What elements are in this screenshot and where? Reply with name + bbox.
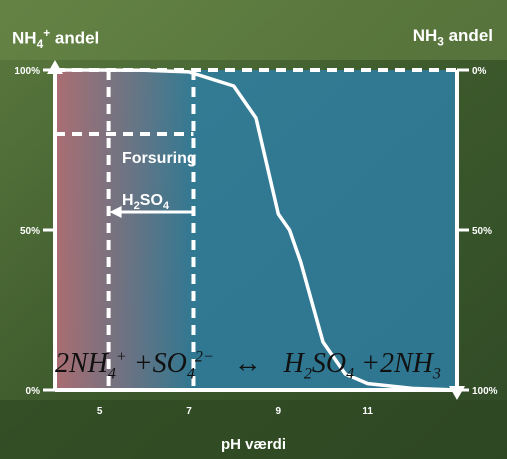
left-axis-label: NH4+ andel [12,26,100,52]
left-tick-label-1: 50% [20,226,40,237]
right-axis-label: NH3 andel [412,26,493,49]
acid-label: H2SO4 [122,192,170,213]
right-tick-label-2: 0% [472,66,487,77]
field-strip-bottom [0,400,507,459]
field-strip-top [0,0,507,60]
x-axis-label: pH værdi [220,436,286,453]
left-tick-label-0: 0% [26,386,41,397]
acidification-arrow-head [109,206,122,218]
right-tick-label-0: 100% [472,386,498,397]
nh4-fraction-curve [55,68,458,392]
x-tick-label-7: 7 [186,406,192,417]
x-tick-label-5: 5 [97,406,103,417]
x-tick-label-9: 9 [276,406,282,417]
left-tick-label-2: 100% [14,66,40,77]
x-tick-label-11: 11 [362,406,373,417]
acidification-label: Forsuring [122,150,197,167]
reaction-equation: 2NH4+ +SO42− ↔ H2SO4 +2NH3 [55,348,441,383]
acid-region [55,70,194,390]
right-tick-label-1: 50% [472,226,492,237]
plot-area: 5 7 9 11 0% 50% 100% 100% 50% 0% [14,60,498,417]
